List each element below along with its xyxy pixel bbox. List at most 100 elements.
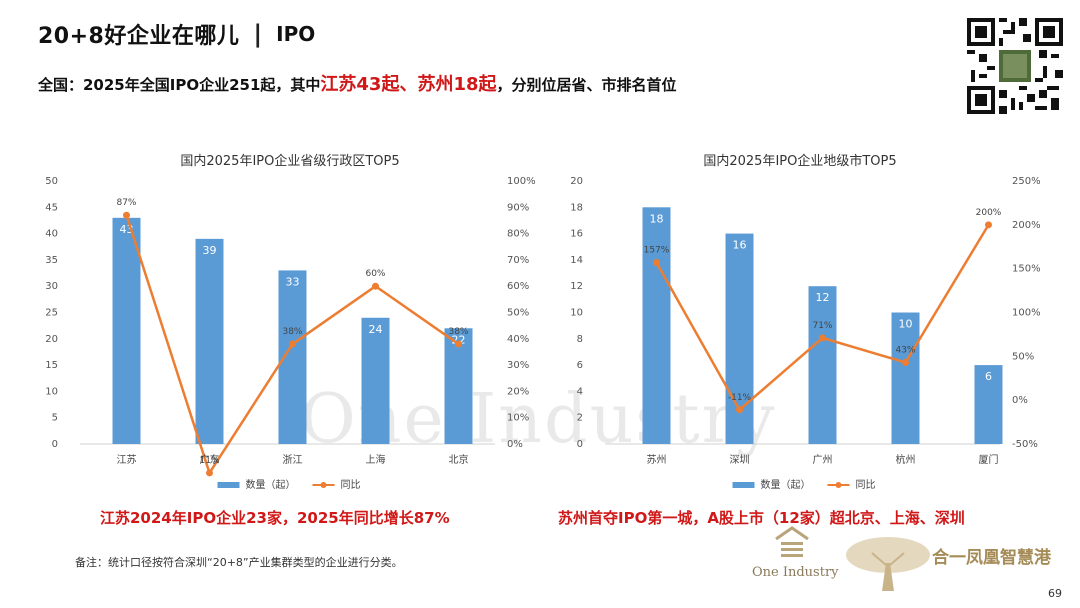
one-industry-logo-text: One Industry [752, 565, 839, 580]
legend-swatch-bar [732, 482, 755, 488]
bar-value-label: 12 [816, 291, 830, 304]
caption-left: 江苏2024年IPO企业23家，2025年同比增长87% [100, 509, 450, 527]
title-separator: | [253, 20, 263, 48]
page-title: 20+8好企业在哪儿 [38, 24, 240, 49]
yoy-label: 87% [116, 198, 136, 208]
y-tick-label: 15 [45, 360, 58, 371]
y2-tick-label: 50% [507, 308, 529, 319]
legend-label-bar: 数量（起） [761, 478, 811, 491]
bar-value-label: 6 [985, 370, 992, 383]
bar-value-label: 16 [733, 239, 747, 252]
yoy-point [819, 334, 826, 342]
y2-tick-label: 20% [507, 386, 529, 397]
yoy-point [653, 259, 660, 267]
yoy-point [985, 221, 992, 229]
y2-tick-label: 30% [507, 360, 529, 371]
footnote: 备注：统计口径按符合深圳“20+8”产业集群类型的企业进行分类。 [75, 556, 403, 569]
y-tick-label: 50 [45, 176, 58, 187]
yoy-point [206, 469, 213, 477]
park-logo-text: 合一凤凰智慧港 [932, 548, 1051, 568]
y2-tick-label: 50% [1012, 351, 1034, 362]
x-tick-label: 广州 [813, 454, 833, 466]
y2-tick-label: -50% [1012, 439, 1038, 450]
qr-code-icon[interactable] [967, 18, 1063, 114]
chart-right: 0 2 4 6 8 10 12 14 16 18 20 -50% 0% 50% 100% 150% 200% 25… [570, 176, 1041, 491]
yoy-label: 11% [199, 456, 219, 466]
yoy-label: 71% [812, 321, 832, 331]
yoy-point [736, 406, 743, 414]
yoy-label: 60% [365, 269, 385, 279]
y-tick-label: 0 [52, 439, 58, 450]
yoy-point [289, 340, 296, 348]
y-tick-label: 25 [45, 308, 58, 319]
y-tick-label: 10 [570, 308, 583, 319]
legend-swatch-bar [217, 482, 240, 488]
chart-title-left: 国内2025年IPO企业省级行政区TOP5 [180, 154, 400, 169]
header: 20+8好企业在哪儿 | IPO [38, 18, 315, 50]
y2-tick-label: 40% [507, 334, 529, 345]
yoy-point [455, 340, 462, 348]
legend-label-line: 同比 [856, 479, 876, 491]
bar [642, 207, 671, 444]
tree-logo-icon [846, 537, 930, 591]
y-tick-label: 10 [45, 386, 58, 397]
y2-tick-label: 100% [507, 176, 536, 187]
y-tick-label: 20 [45, 334, 58, 345]
x-tick-label: 江苏 [117, 453, 137, 466]
bar [444, 328, 473, 444]
y-tick-label: 0 [577, 439, 583, 450]
y-tick-label: 20 [570, 176, 583, 187]
bar-value-label: 24 [369, 323, 383, 336]
yoy-point [902, 358, 909, 366]
y-tick-label: 6 [577, 360, 583, 371]
bar-value-label: 33 [286, 275, 300, 288]
legend-swatch-point [320, 482, 327, 488]
x-tick-label: 北京 [449, 453, 469, 466]
x-tick-label: 上海 [366, 453, 386, 466]
y2-tick-label: 200% [1012, 220, 1041, 231]
y-tick-label: 40 [45, 229, 58, 240]
y-tick-label: 2 [577, 413, 583, 424]
y-tick-label: 18 [570, 202, 583, 213]
x-tick-label: 杭州 [896, 453, 916, 466]
bar-value-label: 39 [203, 244, 217, 257]
y-tick-label: 16 [570, 229, 583, 240]
y-tick-label: 35 [45, 255, 58, 266]
subtitle: 全国：2025年全国IPO企业251起，其中江苏43起、苏州18起，分别位居省、… [38, 70, 677, 96]
y2-tick-label: 100% [1012, 308, 1041, 319]
y-tick-label: 12 [570, 281, 583, 292]
bar [195, 238, 224, 444]
y2-tick-label: 150% [1012, 264, 1041, 275]
page-number: 69 [1048, 587, 1062, 600]
bar [361, 317, 390, 444]
yoy-label: 38% [448, 327, 468, 337]
legend-label-line: 同比 [341, 479, 361, 491]
x-tick-label: 深圳 [730, 454, 750, 466]
chart-title-right: 国内2025年IPO企业地级市TOP5 [703, 154, 897, 169]
y-tick-label: 14 [570, 255, 583, 266]
y-tick-label: 8 [577, 334, 583, 345]
one-industry-logo: One Industry [752, 525, 839, 580]
y2-tick-label: 250% [1012, 176, 1041, 187]
subtitle-highlight: 江苏43起、苏州18起 [320, 74, 497, 95]
y-tick-label: 5 [52, 413, 58, 424]
yoy-label: -11% [728, 393, 752, 403]
yoy-point [123, 211, 130, 219]
building-logo-icon [775, 526, 809, 557]
bar [808, 286, 837, 444]
y2-tick-label: 0% [507, 439, 523, 450]
legend-swatch-point [835, 482, 842, 488]
subtitle-part1: 全国：2025年全国IPO企业251起，其中 [38, 76, 321, 94]
y2-tick-label: 80% [507, 229, 529, 240]
legend-label-bar: 数量（起） [246, 478, 296, 491]
x-tick-label: 广东 [200, 453, 220, 466]
bar [974, 365, 1003, 444]
bar [891, 312, 920, 444]
bar-value-label: 18 [650, 212, 664, 225]
y2-tick-label: 60% [507, 281, 529, 292]
x-tick-label: 厦门 [979, 453, 999, 466]
x-tick-label: 苏州 [647, 453, 667, 466]
yoy-point [372, 282, 379, 290]
y-tick-label: 30 [45, 281, 58, 292]
bar-value-label: 10 [899, 318, 913, 331]
